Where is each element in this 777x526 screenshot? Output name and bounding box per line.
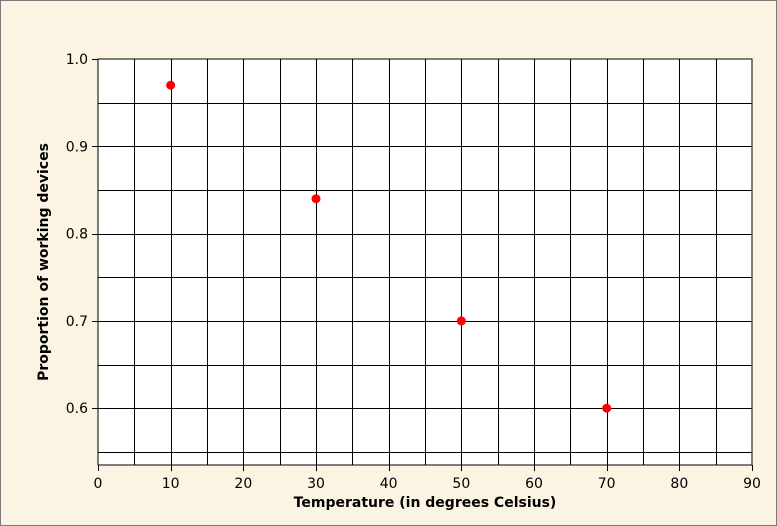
x-tick-label: 50 bbox=[452, 476, 470, 492]
x-tick-label: 0 bbox=[94, 476, 103, 492]
y-tick-label: 0.7 bbox=[66, 314, 88, 330]
y-axis-title: Proportion of working devices bbox=[36, 143, 52, 381]
x-axis: 0 10 20 30 40 50 60 70 80 90 bbox=[94, 465, 761, 492]
data-point bbox=[602, 404, 611, 413]
x-tick-label: 70 bbox=[598, 476, 616, 492]
y-tick-label: 0.6 bbox=[66, 401, 88, 417]
x-tick-label: 30 bbox=[307, 476, 325, 492]
data-point bbox=[457, 316, 466, 325]
y-tick-label: 1.0 bbox=[66, 52, 88, 68]
y-tick-label: 0.9 bbox=[66, 139, 88, 155]
x-tick-label: 40 bbox=[380, 476, 398, 492]
x-axis-title: Temperature (in degrees Celsius) bbox=[294, 495, 557, 511]
y-axis: 0.6 0.7 0.8 0.9 1.0 bbox=[66, 52, 98, 417]
x-tick-label: 10 bbox=[162, 476, 180, 492]
data-point bbox=[312, 194, 321, 203]
y-tick-label: 0.8 bbox=[66, 227, 88, 243]
x-tick-label: 80 bbox=[670, 476, 688, 492]
x-tick-label: 90 bbox=[743, 476, 761, 492]
x-tick-label: 20 bbox=[234, 476, 252, 492]
data-point bbox=[166, 81, 175, 90]
x-tick-label: 60 bbox=[525, 476, 543, 492]
